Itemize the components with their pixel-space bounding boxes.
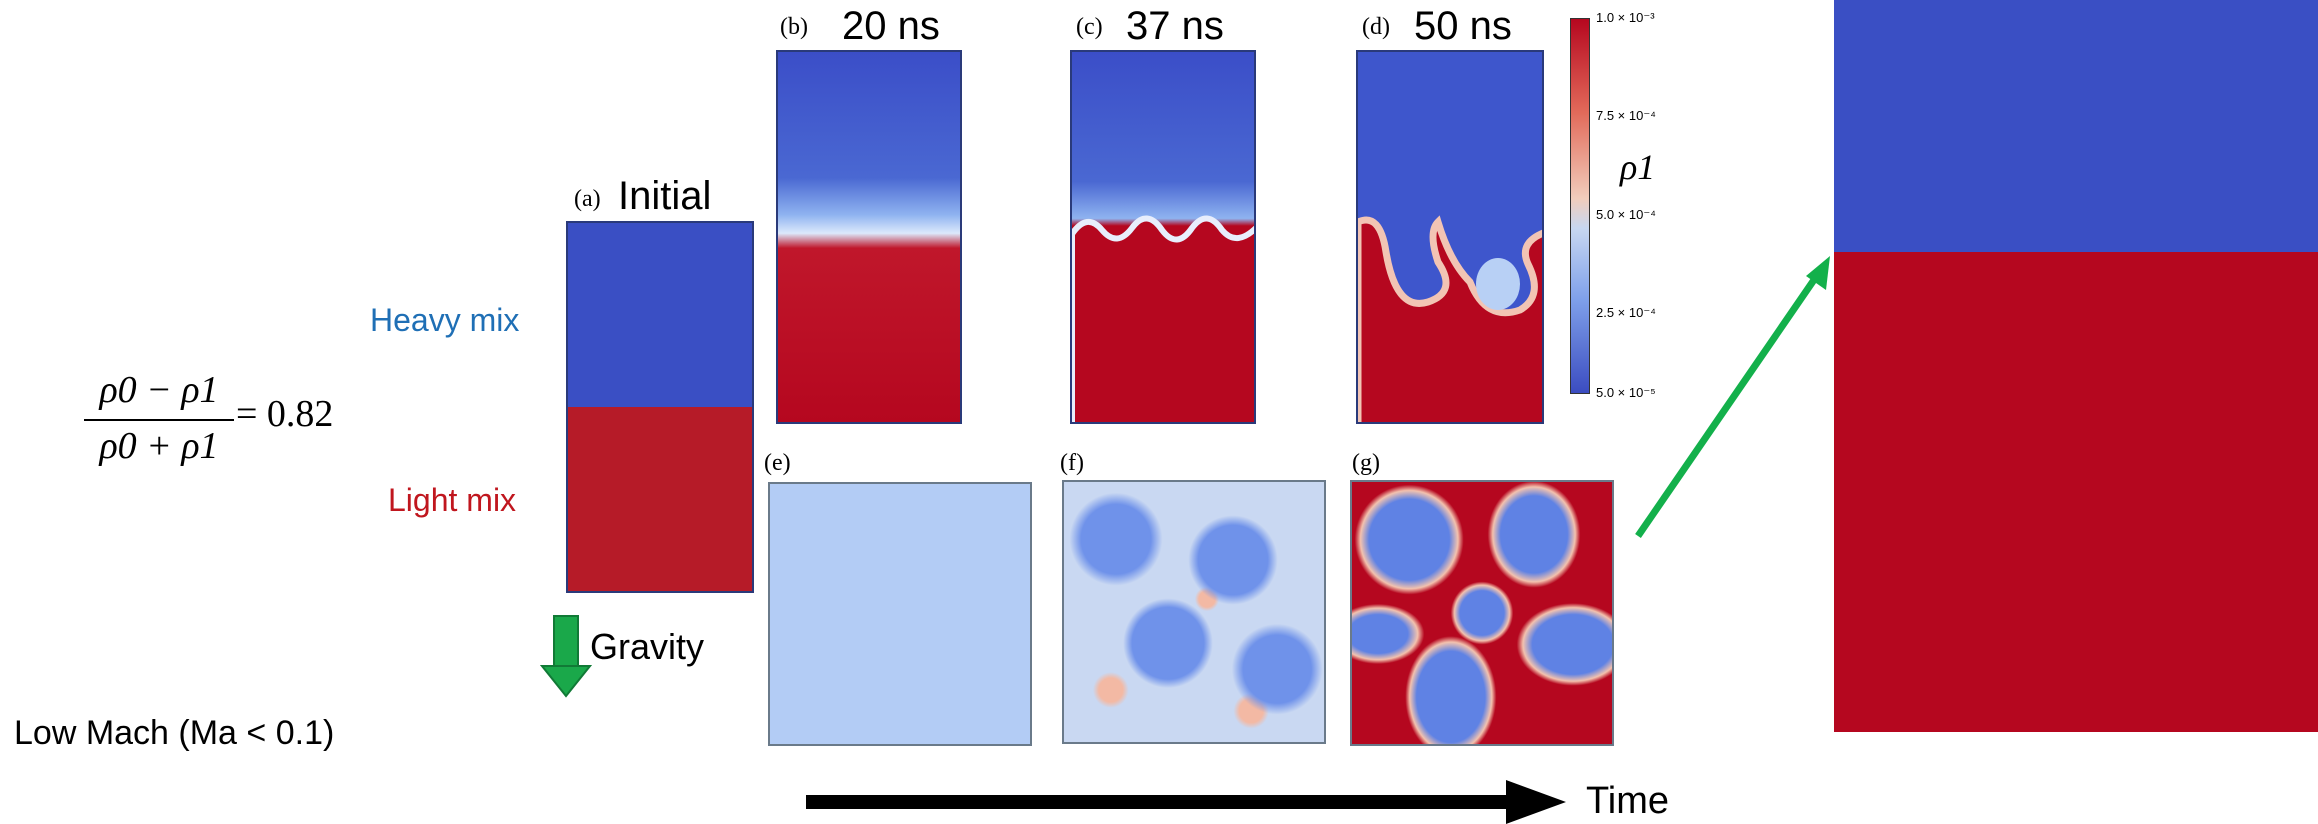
panel-g-top-view	[1350, 480, 1614, 746]
gravity-label: Gravity	[590, 626, 705, 667]
heavy-fluid-region	[568, 223, 752, 407]
panel-a-tag: (a)	[574, 186, 601, 212]
colorbar-tick-1: 1.0 × 10⁻³	[1596, 10, 1655, 25]
formula-value: = 0.82	[236, 393, 334, 435]
colorbar-tick-3: 5.0 × 10⁻⁴	[1596, 207, 1656, 222]
colorbar-label: ρ1	[1620, 147, 1656, 187]
interface-wave	[1072, 215, 1254, 422]
colorbar-tick-2: 7.5 × 10⁻⁴	[1596, 108, 1656, 123]
panel-f-tag: (f)	[1060, 450, 1084, 476]
panel-b-tag: (b)	[780, 14, 808, 40]
plume-shape	[1358, 215, 1542, 422]
panel-g-tag: (g)	[1352, 450, 1380, 476]
formula-denominator: ρ0 + ρ1	[99, 425, 219, 467]
zoom-heavy-region	[1834, 0, 2318, 252]
panel-c-37ns-side-view	[1070, 50, 1256, 424]
formula-fraction-bar	[84, 419, 234, 421]
light-fluid-region	[568, 407, 752, 591]
zoomed-initial-state	[1834, 0, 2318, 732]
panel-d-title: 50 ns	[1414, 4, 1512, 48]
panel-b-20ns-side-view	[776, 50, 962, 424]
zoom-arrow-icon	[1635, 256, 1830, 538]
panel-e-tag: (e)	[764, 450, 791, 476]
light-mix-label: Light mix	[388, 482, 517, 518]
panel-c-title: 37 ns	[1126, 4, 1224, 48]
panel-b-title: 20 ns	[842, 4, 940, 48]
panel-a-title: Initial	[618, 174, 712, 218]
zoom-light-region	[1834, 252, 2318, 732]
colorbar-tick-4: 2.5 × 10⁻⁴	[1596, 305, 1656, 320]
panel-c-tag: (c)	[1076, 14, 1103, 40]
gravity-arrow-icon	[540, 615, 592, 698]
formula-numerator: ρ0 − ρ1	[99, 369, 219, 411]
heavy-mix-label: Heavy mix	[370, 302, 520, 338]
panel-f-top-view	[1062, 480, 1326, 744]
colorbar	[1570, 18, 1590, 394]
density-ratio-formula: ρ0 − ρ1 ρ0 + ρ1 = 0.82	[84, 368, 374, 468]
time-label: Time	[1586, 780, 1670, 822]
time-arrow-icon	[806, 780, 1566, 824]
low-mach-label: Low Mach (Ma < 0.1)	[14, 714, 335, 752]
panel-e-top-view	[768, 482, 1032, 746]
bubble-shape	[1476, 258, 1520, 310]
colorbar-tick-5: 5.0 × 10⁻⁵	[1596, 385, 1656, 400]
panel-a-initial-state	[566, 221, 754, 593]
panel-d-50ns-side-view	[1356, 50, 1544, 424]
panel-d-tag: (d)	[1362, 14, 1390, 40]
